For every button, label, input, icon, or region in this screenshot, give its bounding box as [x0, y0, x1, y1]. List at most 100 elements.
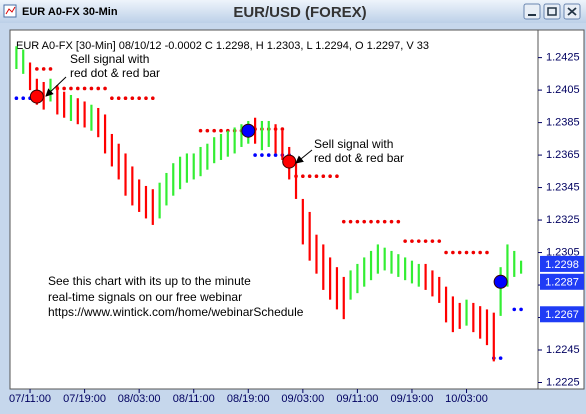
signal-dot [151, 96, 155, 101]
y-tick-label: 1.2405 [546, 84, 580, 96]
signal-dot [123, 96, 128, 101]
x-tick-label: 08/19:00 [227, 393, 270, 405]
signal-dot [273, 153, 278, 157]
signal-dot [328, 174, 332, 178]
signal-dot [35, 67, 39, 71]
window-title: EUR A0-FX 30-Min [22, 6, 118, 18]
signal-dot [451, 250, 455, 255]
signal-dot [116, 96, 121, 101]
signal-dot [21, 96, 26, 101]
signal-dot [369, 219, 373, 224]
x-tick-label: 08/11:00 [173, 393, 215, 405]
signal-dot [110, 96, 114, 101]
signal-dot [144, 96, 148, 101]
annotation-arrow [45, 76, 67, 97]
signal-dot [498, 356, 503, 360]
signal-dot [69, 86, 73, 91]
signal-dot [382, 219, 387, 224]
signal-dot [478, 250, 482, 255]
x-tick-label: 09/19:00 [391, 393, 434, 405]
x-tick-label: 09/03:00 [281, 393, 324, 405]
y-tick-label: 1.2365 [546, 149, 580, 161]
x-tick-label: 07/11:00 [9, 393, 51, 405]
annotation: real-time signals on our free webinar [48, 290, 242, 304]
signal-dot [362, 219, 367, 224]
chart-title: EUR/USD (FOREX) [233, 4, 366, 21]
signal-dot [48, 67, 53, 71]
x-tick-label: 09/11:00 [336, 393, 378, 405]
annotation: red dot & red bar [70, 66, 160, 80]
maximize-glyph [547, 7, 557, 16]
x-tick-label: 07/19:00 [63, 393, 106, 405]
annotation: Sell signal with [314, 137, 393, 151]
signal-dot [376, 219, 380, 224]
signal-dot [198, 128, 203, 133]
signal-dot [301, 174, 305, 178]
annotation: red dot & red bar [314, 151, 404, 165]
signal-dot [457, 250, 462, 255]
signal-dot [280, 127, 285, 131]
y-tick-label: 1.2345 [546, 181, 580, 193]
signal-dot [437, 239, 442, 243]
signal-dot [485, 250, 489, 255]
signal-dot [519, 307, 523, 312]
signal-dot [444, 250, 448, 255]
annotation-arrow [295, 149, 313, 164]
price-marker [540, 306, 584, 323]
signal-dot [430, 239, 435, 243]
signal-dot [205, 128, 210, 133]
signal-marker [493, 274, 508, 289]
minimize-button[interactable] [523, 3, 541, 20]
signal-dot [321, 174, 326, 178]
x-tick-label: 08/03:00 [118, 393, 161, 405]
y-tick-label: 1.2225 [546, 376, 580, 388]
signal-dot [130, 96, 135, 101]
signal-dot [62, 86, 66, 91]
price-marker [540, 273, 584, 290]
signal-dot [314, 174, 319, 178]
price-marker-label: 1.2287 [545, 277, 579, 289]
signal-dot [307, 174, 312, 178]
signal-dot [212, 128, 216, 133]
window-icon-glyph [5, 6, 16, 15]
signal-dot [253, 153, 257, 157]
y-tick-label: 1.2245 [546, 344, 580, 356]
close-glyph [567, 7, 577, 16]
signal-dot [103, 86, 107, 91]
signal-dot [416, 239, 421, 243]
signal-dot [14, 96, 19, 101]
signal-dot [266, 153, 271, 157]
signal-dot [260, 153, 264, 157]
plot-area [9, 29, 585, 390]
y-tick-label: 1.2305 [546, 246, 580, 258]
signal-marker [29, 89, 44, 104]
maximize-button[interactable] [543, 3, 561, 20]
signal-dot [471, 250, 476, 255]
signal-dot [396, 219, 401, 224]
signal-dot [96, 86, 101, 91]
signal-dot [403, 239, 407, 243]
annotation: Sell signal with [70, 52, 149, 66]
signal-dot [219, 128, 223, 133]
chart-header: EUR A0-FX [30-Min] 08/10/12 -0.0002 C 1.… [16, 40, 429, 52]
signal-dot [348, 219, 353, 224]
signal-marker [282, 154, 297, 169]
signal-dot [137, 96, 141, 101]
title-bar [0, 0, 586, 23]
signal-dot [341, 219, 346, 224]
price-marker-label: 1.2267 [545, 309, 579, 321]
y-tick-label: 1.2385 [546, 116, 580, 128]
annotation: https://www.wintick.com/home/webinarSche… [48, 305, 304, 319]
signal-dot [512, 307, 517, 312]
y-tick-label: 1.2425 [546, 52, 580, 64]
signal-dot [41, 67, 46, 71]
x-tick-label: 10/03:00 [445, 393, 488, 405]
signal-dot [464, 250, 469, 255]
signal-dot [82, 86, 87, 91]
signal-dot [89, 86, 94, 91]
signal-dot [410, 239, 414, 243]
signal-dot [335, 174, 339, 178]
signal-dot [355, 219, 360, 224]
price-marker [540, 255, 584, 272]
